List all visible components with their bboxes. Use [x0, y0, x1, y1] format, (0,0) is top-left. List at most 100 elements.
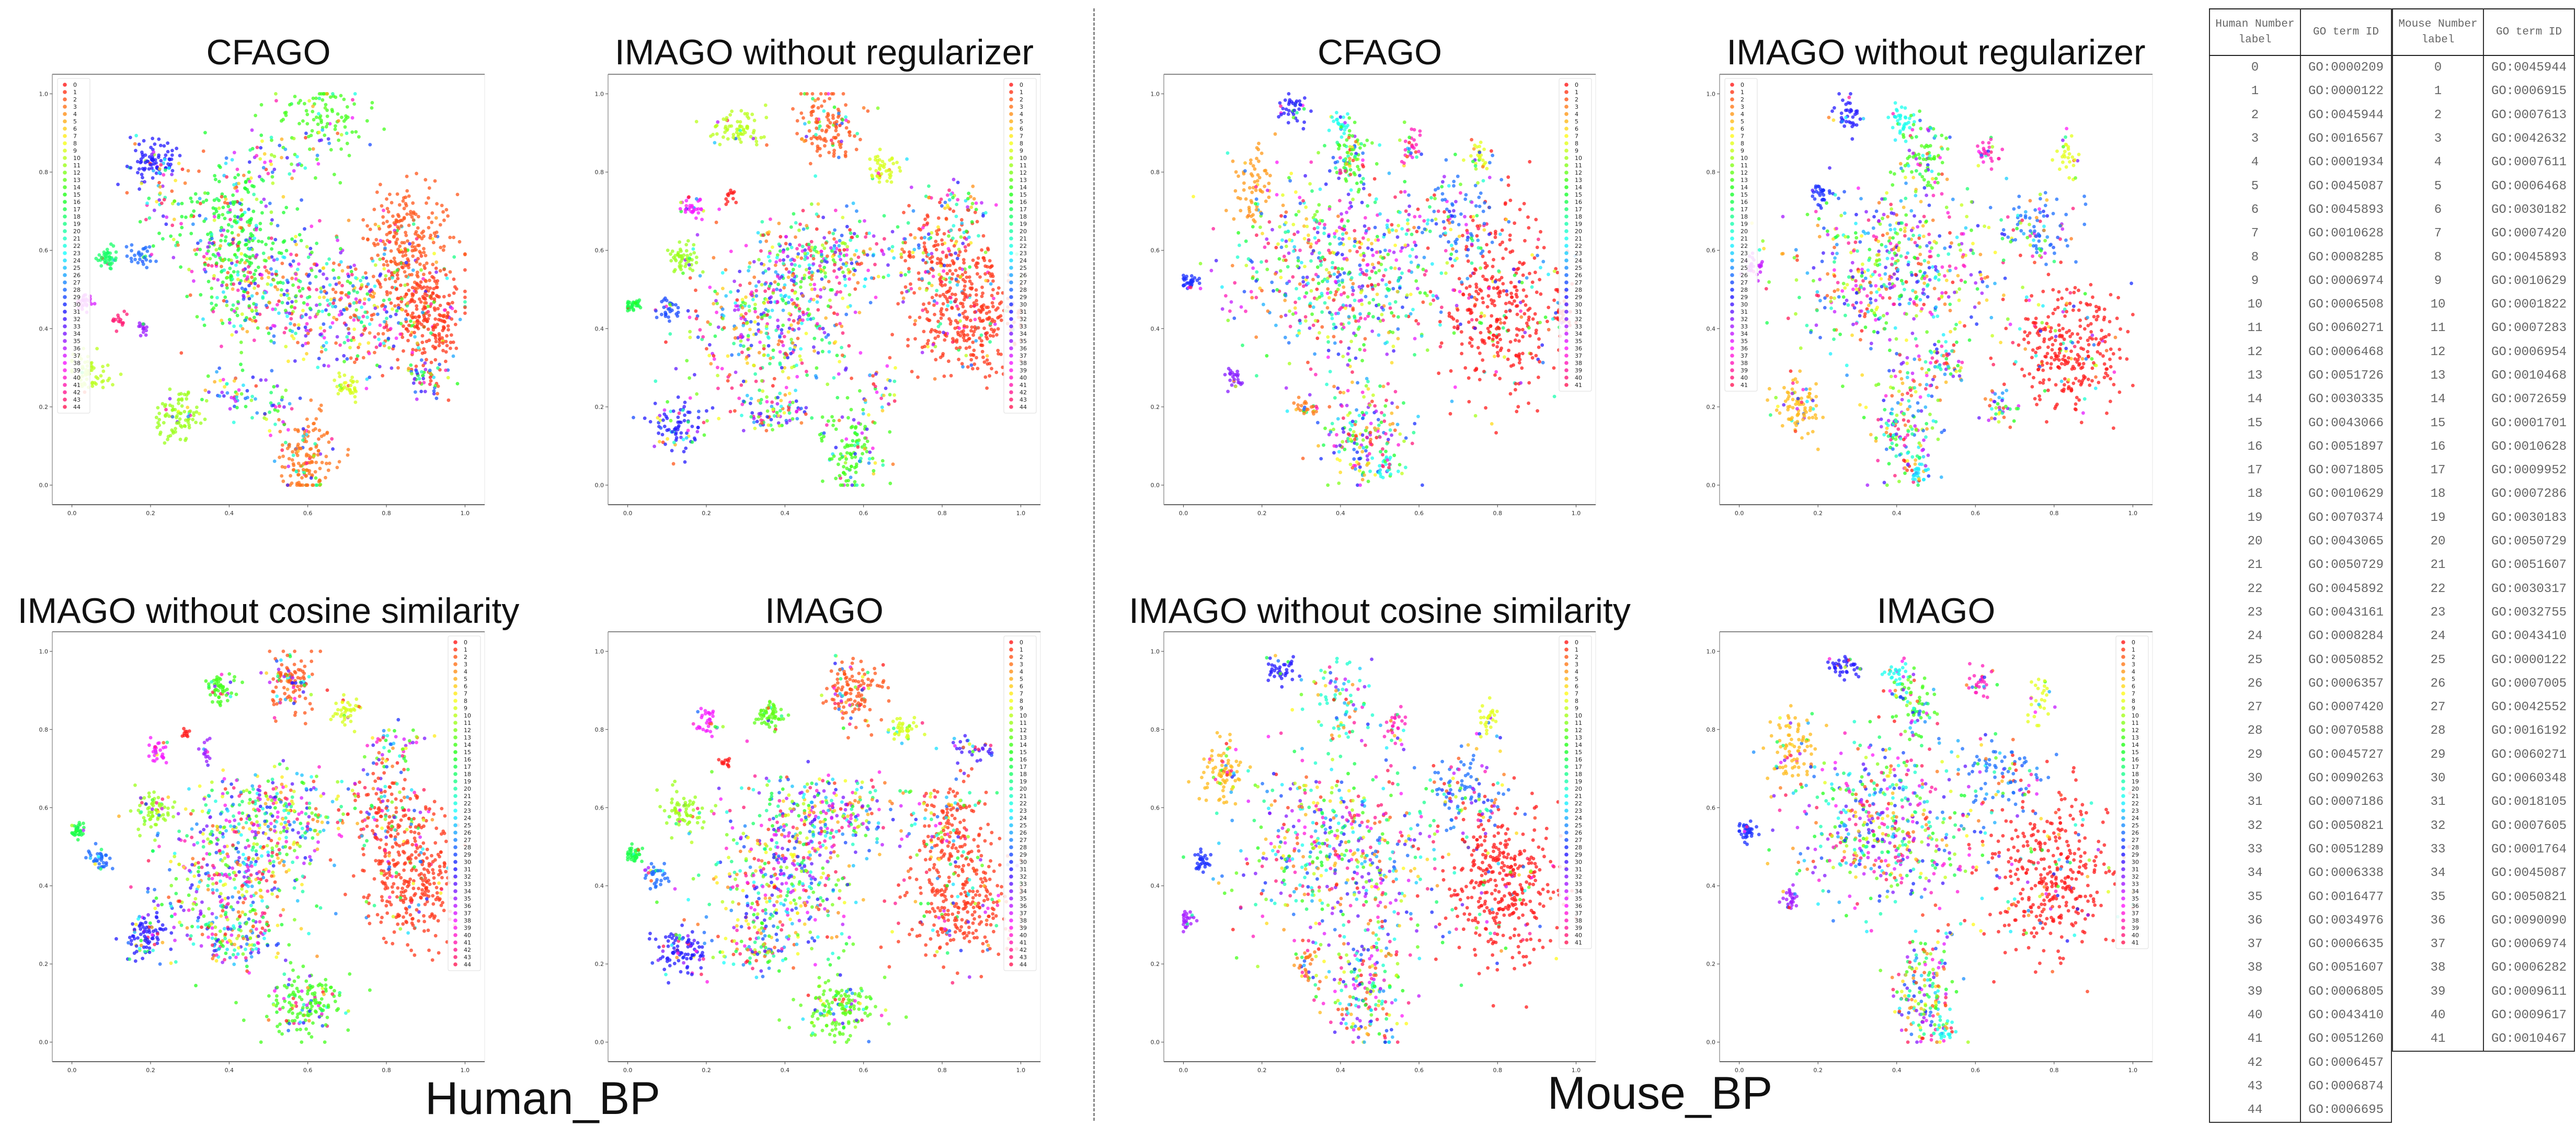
scatter-point	[98, 851, 102, 856]
scatter-point	[776, 395, 780, 400]
scatter-point	[765, 409, 770, 413]
scatter-point	[228, 407, 232, 411]
legend-marker	[63, 119, 67, 123]
scatter-point	[336, 112, 340, 116]
legend-label: 44	[1020, 404, 1027, 411]
scatter-point	[357, 704, 361, 709]
scatter-point	[374, 345, 379, 349]
scatter-point	[382, 341, 386, 345]
scatter-point	[236, 278, 240, 281]
scatter-point	[444, 359, 448, 363]
scatter-point	[845, 396, 850, 400]
scatter-point	[942, 232, 946, 236]
scatter-point	[805, 92, 809, 96]
scatter-point	[712, 357, 716, 361]
scatter-point	[940, 307, 944, 311]
scatter-point	[889, 180, 894, 184]
scatter-point	[960, 221, 964, 225]
scatter-point	[850, 483, 854, 487]
scatter-point	[442, 244, 446, 248]
scatter-point	[163, 157, 167, 162]
scatter-point	[707, 354, 711, 358]
y-tick-label: 0.4	[39, 325, 49, 332]
scatter-point	[338, 374, 342, 379]
scatter-point	[792, 319, 796, 323]
scatter-point	[235, 406, 239, 410]
scatter-point	[223, 201, 227, 204]
scatter-point	[746, 115, 749, 118]
legend-marker	[63, 317, 67, 321]
scatter-point	[97, 862, 101, 866]
scatter-point	[852, 232, 856, 236]
scatter-point	[812, 287, 817, 291]
scatter-point	[236, 288, 240, 292]
scatter-point	[850, 443, 854, 447]
scatter-point	[762, 344, 766, 348]
scatter-point	[370, 256, 374, 260]
scatter-point	[247, 207, 251, 211]
scatter-point	[139, 796, 143, 800]
scatter-point	[228, 218, 232, 222]
legend-marker	[1009, 397, 1013, 402]
legend-label: 40	[1020, 374, 1027, 381]
scatter-point	[739, 339, 743, 343]
legend-marker	[63, 405, 67, 409]
scatter-point	[937, 330, 942, 334]
scatter-point	[712, 302, 716, 306]
scatter-point	[842, 465, 845, 469]
scatter-point	[903, 273, 908, 277]
scatter-point	[933, 313, 936, 316]
scatter-point	[726, 137, 730, 141]
scatter-point	[159, 927, 163, 931]
scatter-point	[861, 452, 864, 456]
scatter-point	[228, 208, 232, 212]
scatter-point	[793, 345, 797, 349]
scatter-point	[848, 228, 852, 232]
scatter-point	[264, 378, 268, 382]
scatter-point	[280, 137, 284, 141]
scatter-point	[104, 254, 108, 258]
scatter-point	[82, 826, 86, 829]
scatter-point	[964, 293, 968, 297]
scatter-point	[344, 708, 348, 712]
scatter-point	[373, 222, 377, 226]
scatter-point	[820, 277, 824, 281]
scatter-point	[351, 336, 356, 339]
scatter-point	[294, 299, 298, 303]
scatter-point	[833, 250, 838, 254]
scatter-plot-human-no-reg: 0.0 0.2 0.4 0.6 0.8 1.0 0.0 0.2 0.4 0.6 0.8 1.0 0 1 2 3…	[595, 74, 1041, 517]
scatter-point	[339, 247, 342, 251]
scatter-point	[338, 298, 342, 302]
scatter-point	[134, 923, 138, 926]
scatter-point	[778, 288, 782, 292]
scatter-point	[787, 408, 791, 412]
scatter-point	[827, 151, 831, 154]
scatter-point	[310, 224, 314, 229]
scatter-point	[868, 157, 872, 161]
scatter-point	[899, 252, 903, 256]
scatter-point	[235, 306, 239, 311]
scatter-point	[975, 265, 979, 269]
scatter-point	[170, 189, 174, 193]
scatter-point	[324, 454, 328, 459]
scatter-point	[875, 390, 879, 394]
scatter-point	[763, 289, 767, 293]
scatter-point	[745, 355, 749, 359]
scatter-point	[216, 689, 220, 692]
scatter-point	[713, 334, 717, 338]
scatter-point	[988, 322, 992, 326]
scatter-point	[778, 249, 782, 253]
scatter-point	[162, 741, 166, 745]
scatter-point	[441, 348, 445, 352]
scatter-point	[129, 809, 133, 813]
scatter-point	[681, 271, 685, 275]
scatter-point	[332, 298, 336, 302]
scatter-point	[399, 300, 404, 304]
scatter-point	[840, 346, 843, 349]
scatter-point	[777, 424, 782, 428]
scatter-point	[938, 322, 942, 326]
scatter-point	[308, 306, 312, 310]
scatter-point	[404, 203, 408, 208]
scatter-point	[684, 249, 689, 253]
scatter-point	[273, 408, 277, 412]
